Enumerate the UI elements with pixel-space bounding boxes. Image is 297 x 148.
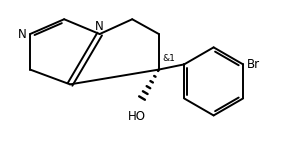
Text: N: N — [18, 28, 27, 41]
Text: Br: Br — [247, 58, 260, 71]
Text: HO: HO — [128, 110, 146, 123]
Text: &1: &1 — [162, 54, 175, 63]
Text: N: N — [95, 20, 104, 33]
